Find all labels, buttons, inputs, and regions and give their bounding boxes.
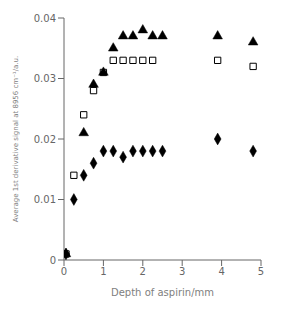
svg-text:0.04: 0.04	[34, 13, 56, 24]
svg-text:0.01: 0.01	[34, 194, 56, 205]
svg-text:3: 3	[179, 266, 185, 277]
svg-text:Average 1st derivative signal: Average 1st derivative signal at 8956 cm…	[12, 56, 20, 222]
svg-text:Depth of aspirin/mm: Depth of aspirin/mm	[111, 287, 214, 298]
svg-text:0.02: 0.02	[34, 134, 56, 145]
svg-text:0: 0	[50, 255, 56, 266]
svg-text:4: 4	[218, 266, 224, 277]
svg-text:0: 0	[61, 266, 67, 277]
svg-text:2: 2	[140, 266, 146, 277]
svg-text:5: 5	[258, 266, 264, 277]
svg-text:0.03: 0.03	[34, 73, 56, 84]
svg-text:1: 1	[100, 266, 106, 277]
